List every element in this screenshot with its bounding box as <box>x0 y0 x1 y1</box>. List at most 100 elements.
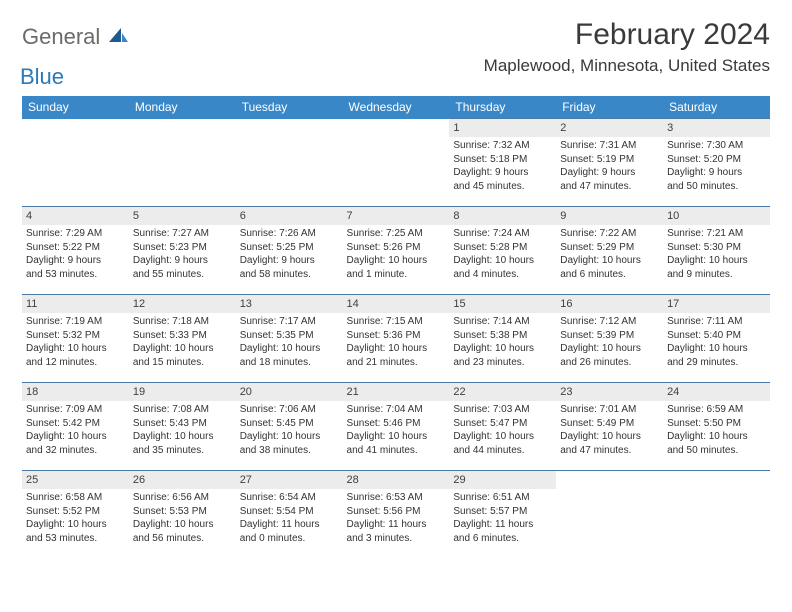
day-sunset: Sunset: 5:18 PM <box>453 153 552 167</box>
day-daylight1: Daylight: 10 hours <box>240 430 339 444</box>
day-sunset: Sunset: 5:29 PM <box>560 241 659 255</box>
day-sunrise: Sunrise: 7:15 AM <box>347 315 446 329</box>
day-number: 6 <box>236 207 343 225</box>
day-sunset: Sunset: 5:28 PM <box>453 241 552 255</box>
day-daylight2: and 4 minutes. <box>453 268 552 282</box>
week-row: 18Sunrise: 7:09 AMSunset: 5:42 PMDayligh… <box>22 383 770 471</box>
day-daylight2: and 41 minutes. <box>347 444 446 458</box>
day-number: 15 <box>449 295 556 313</box>
day-cell: 14Sunrise: 7:15 AMSunset: 5:36 PMDayligh… <box>343 295 450 383</box>
location: Maplewood, Minnesota, United States <box>484 56 770 76</box>
day-cell <box>129 119 236 207</box>
day-sunset: Sunset: 5:50 PM <box>667 417 766 431</box>
day-daylight1: Daylight: 11 hours <box>347 518 446 532</box>
day-cell <box>663 471 770 559</box>
day-sunset: Sunset: 5:54 PM <box>240 505 339 519</box>
day-sunrise: Sunrise: 6:59 AM <box>667 403 766 417</box>
day-cell: 21Sunrise: 7:04 AMSunset: 5:46 PMDayligh… <box>343 383 450 471</box>
calendar-body: 1Sunrise: 7:32 AMSunset: 5:18 PMDaylight… <box>22 119 770 559</box>
day-sunset: Sunset: 5:56 PM <box>347 505 446 519</box>
day-sunset: Sunset: 5:25 PM <box>240 241 339 255</box>
day-number: 16 <box>556 295 663 313</box>
day-number: 1 <box>449 119 556 137</box>
day-details: Sunrise: 7:04 AMSunset: 5:46 PMDaylight:… <box>343 401 450 463</box>
day-details: Sunrise: 7:09 AMSunset: 5:42 PMDaylight:… <box>22 401 129 463</box>
day-daylight2: and 58 minutes. <box>240 268 339 282</box>
day-daylight2: and 50 minutes. <box>667 180 766 194</box>
logo-text-general: General <box>22 24 100 49</box>
day-cell: 26Sunrise: 6:56 AMSunset: 5:53 PMDayligh… <box>129 471 236 559</box>
day-cell: 13Sunrise: 7:17 AMSunset: 5:35 PMDayligh… <box>236 295 343 383</box>
day-sunset: Sunset: 5:53 PM <box>133 505 232 519</box>
day-number: 5 <box>129 207 236 225</box>
day-details: Sunrise: 6:56 AMSunset: 5:53 PMDaylight:… <box>129 489 236 551</box>
day-daylight2: and 29 minutes. <box>667 356 766 370</box>
day-daylight1: Daylight: 10 hours <box>667 342 766 356</box>
calendar-page: General Blue February 2024 Maplewood, Mi… <box>0 0 792 569</box>
day-number: 22 <box>449 383 556 401</box>
logo-sail-icon <box>107 26 129 49</box>
day-details: Sunrise: 7:31 AMSunset: 5:19 PMDaylight:… <box>556 137 663 199</box>
day-daylight2: and 6 minutes. <box>453 532 552 546</box>
day-number: 20 <box>236 383 343 401</box>
day-cell: 18Sunrise: 7:09 AMSunset: 5:42 PMDayligh… <box>22 383 129 471</box>
day-details: Sunrise: 7:14 AMSunset: 5:38 PMDaylight:… <box>449 313 556 375</box>
day-number: 29 <box>449 471 556 489</box>
day-number: 7 <box>343 207 450 225</box>
day-sunrise: Sunrise: 7:24 AM <box>453 227 552 241</box>
day-sunset: Sunset: 5:39 PM <box>560 329 659 343</box>
day-daylight1: Daylight: 10 hours <box>347 430 446 444</box>
day-daylight2: and 26 minutes. <box>560 356 659 370</box>
day-number: 18 <box>22 383 129 401</box>
day-cell: 1Sunrise: 7:32 AMSunset: 5:18 PMDaylight… <box>449 119 556 207</box>
day-details: Sunrise: 6:51 AMSunset: 5:57 PMDaylight:… <box>449 489 556 551</box>
day-sunset: Sunset: 5:52 PM <box>26 505 125 519</box>
logo: General Blue <box>22 24 129 90</box>
day-number: 11 <box>22 295 129 313</box>
weekday-header: Wednesday <box>343 96 450 119</box>
day-cell: 12Sunrise: 7:18 AMSunset: 5:33 PMDayligh… <box>129 295 236 383</box>
day-daylight1: Daylight: 10 hours <box>560 342 659 356</box>
day-daylight2: and 3 minutes. <box>347 532 446 546</box>
day-sunset: Sunset: 5:45 PM <box>240 417 339 431</box>
logo-text-blue: Blue <box>20 64 129 90</box>
day-cell: 28Sunrise: 6:53 AMSunset: 5:56 PMDayligh… <box>343 471 450 559</box>
day-sunrise: Sunrise: 7:17 AM <box>240 315 339 329</box>
day-daylight2: and 12 minutes. <box>26 356 125 370</box>
day-sunset: Sunset: 5:47 PM <box>453 417 552 431</box>
day-daylight1: Daylight: 10 hours <box>347 342 446 356</box>
day-sunrise: Sunrise: 7:06 AM <box>240 403 339 417</box>
day-cell: 25Sunrise: 6:58 AMSunset: 5:52 PMDayligh… <box>22 471 129 559</box>
day-cell <box>343 119 450 207</box>
day-number: 8 <box>449 207 556 225</box>
day-cell: 4Sunrise: 7:29 AMSunset: 5:22 PMDaylight… <box>22 207 129 295</box>
weekday-header: Sunday <box>22 96 129 119</box>
day-daylight2: and 53 minutes. <box>26 268 125 282</box>
day-sunset: Sunset: 5:23 PM <box>133 241 232 255</box>
day-sunset: Sunset: 5:22 PM <box>26 241 125 255</box>
day-number: 2 <box>556 119 663 137</box>
day-sunset: Sunset: 5:20 PM <box>667 153 766 167</box>
day-number: 9 <box>556 207 663 225</box>
day-daylight2: and 18 minutes. <box>240 356 339 370</box>
day-sunrise: Sunrise: 7:19 AM <box>26 315 125 329</box>
day-number: 28 <box>343 471 450 489</box>
weekday-header: Monday <box>129 96 236 119</box>
day-daylight1: Daylight: 11 hours <box>453 518 552 532</box>
day-sunrise: Sunrise: 7:25 AM <box>347 227 446 241</box>
day-daylight1: Daylight: 10 hours <box>347 254 446 268</box>
day-daylight1: Daylight: 9 hours <box>26 254 125 268</box>
day-cell: 19Sunrise: 7:08 AMSunset: 5:43 PMDayligh… <box>129 383 236 471</box>
day-sunrise: Sunrise: 7:30 AM <box>667 139 766 153</box>
week-row: 25Sunrise: 6:58 AMSunset: 5:52 PMDayligh… <box>22 471 770 559</box>
day-sunset: Sunset: 5:49 PM <box>560 417 659 431</box>
day-cell <box>556 471 663 559</box>
day-daylight2: and 23 minutes. <box>453 356 552 370</box>
day-daylight2: and 53 minutes. <box>26 532 125 546</box>
day-cell: 15Sunrise: 7:14 AMSunset: 5:38 PMDayligh… <box>449 295 556 383</box>
day-details: Sunrise: 7:21 AMSunset: 5:30 PMDaylight:… <box>663 225 770 287</box>
day-number: 17 <box>663 295 770 313</box>
day-cell: 8Sunrise: 7:24 AMSunset: 5:28 PMDaylight… <box>449 207 556 295</box>
day-number: 24 <box>663 383 770 401</box>
day-details: Sunrise: 7:22 AMSunset: 5:29 PMDaylight:… <box>556 225 663 287</box>
